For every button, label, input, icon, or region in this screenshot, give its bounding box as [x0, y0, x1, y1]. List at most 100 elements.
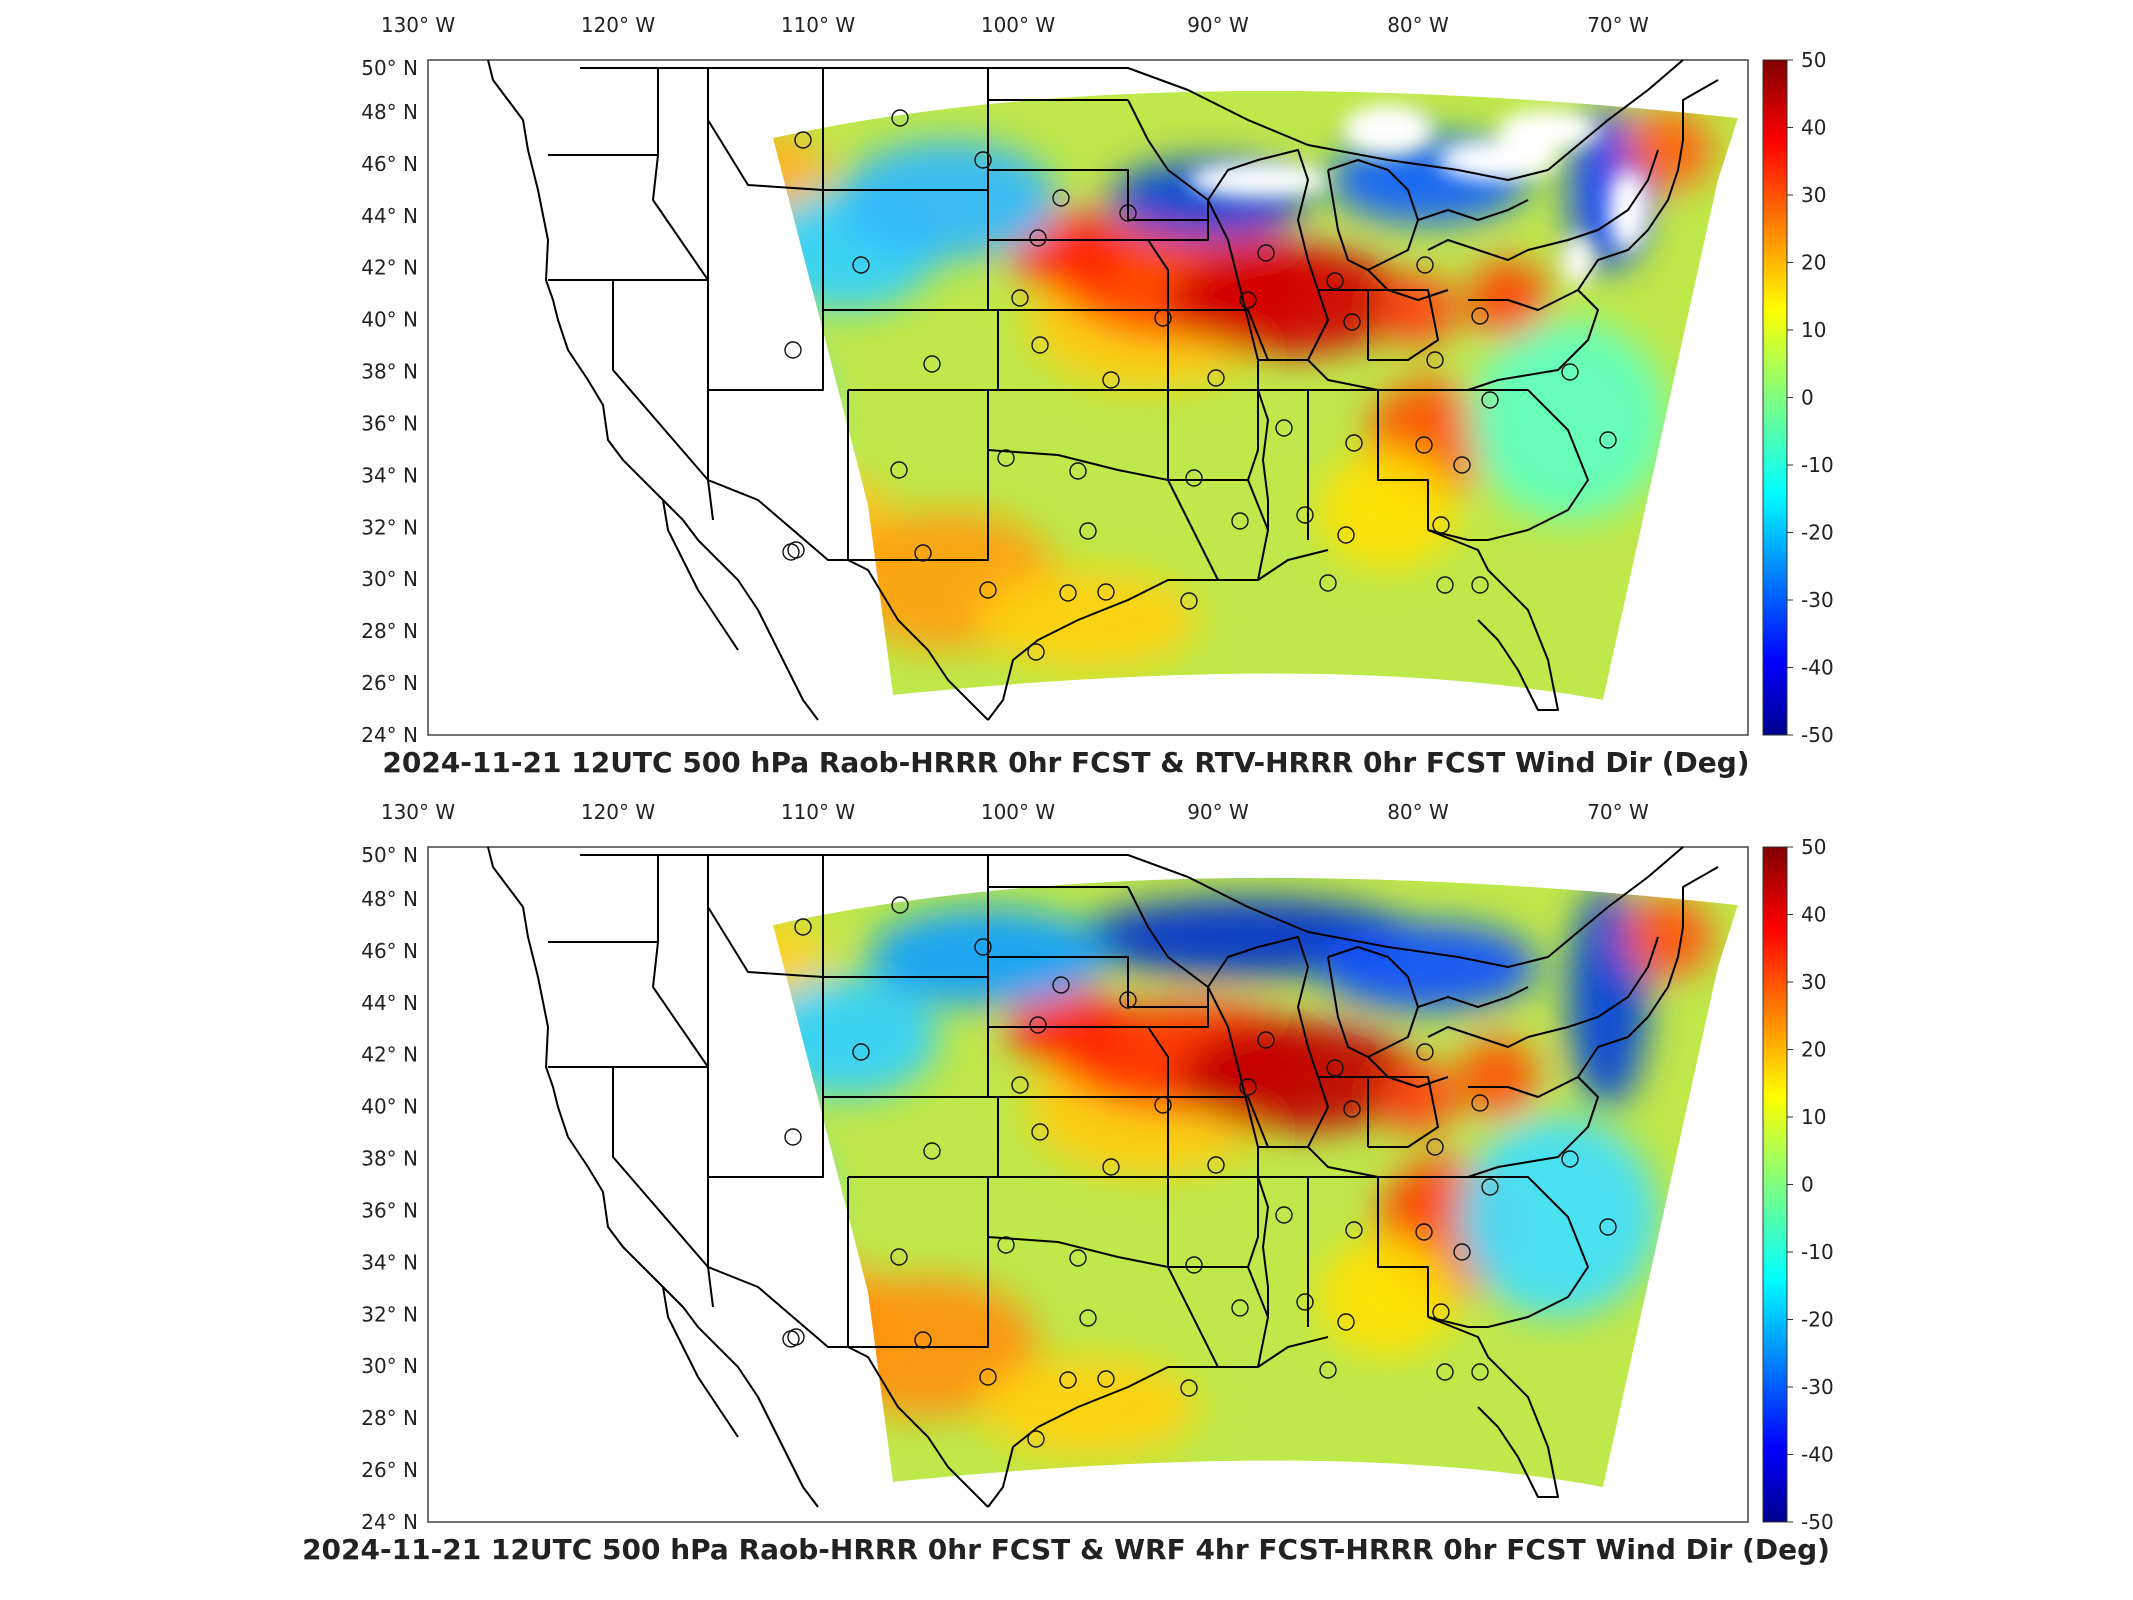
raob-station-circle	[784, 341, 802, 359]
raob-station-circle	[1471, 1363, 1489, 1381]
colorbar-tick-label: 20	[1801, 251, 1826, 275]
latitude-tick-label: 44° N	[361, 991, 418, 1015]
colorbar-tick-label: -20	[1801, 1308, 1834, 1332]
field-anomaly-blob	[978, 570, 1198, 670]
longitude-tick-label: 130° W	[381, 13, 456, 37]
longitude-tick-label: 130° W	[381, 800, 456, 824]
raob-station-circle	[1185, 1256, 1203, 1274]
latitude-tick-label: 36° N	[361, 1198, 418, 1222]
raob-station-circle	[1102, 1158, 1120, 1176]
raob-station-circle	[997, 1236, 1015, 1254]
raob-station-circle	[794, 918, 812, 936]
raob-station-circle	[1275, 419, 1293, 437]
raob-station-circle	[852, 1043, 870, 1061]
latitude-tick-label: 24° N	[361, 1510, 418, 1534]
colorbar-tick-label: -30	[1801, 1375, 1834, 1399]
latitude-tick-label: 32° N	[361, 515, 418, 539]
raob-station-circle	[1432, 516, 1450, 534]
raob-station-circle	[923, 1142, 941, 1160]
field-anomaly-blob	[978, 1357, 1198, 1457]
raob-station-circle	[784, 1128, 802, 1146]
raob-station-circle	[1337, 526, 1355, 544]
longitude-tick-label: 90° W	[1187, 800, 1249, 824]
raob-station-circle	[1052, 976, 1070, 994]
raob-station-circle	[1029, 1016, 1047, 1034]
latitude-tick-label: 44° N	[361, 204, 418, 228]
raob-station-circle	[1561, 1150, 1579, 1168]
field-anomaly-blob	[1468, 320, 1668, 520]
raob-station-circle	[1180, 592, 1198, 610]
longitude-tick-label: 120° W	[581, 800, 656, 824]
state-coast-boundaries	[487, 59, 1719, 721]
raob-station-circle	[1257, 244, 1275, 262]
raob-station-circle	[1345, 1221, 1363, 1239]
longitude-tick-label: 110° W	[781, 800, 856, 824]
raob-station-circle	[923, 355, 941, 373]
raob-station-circle	[1011, 1076, 1029, 1094]
raob-station-circle	[890, 461, 908, 479]
raob-station-circle	[1239, 1078, 1257, 1096]
raob-station-circle	[1097, 583, 1115, 601]
raob-station-circle	[1027, 1430, 1045, 1448]
raob-station-circle	[1079, 1309, 1097, 1327]
raob-station-circle	[974, 151, 992, 169]
field-anomaly-blob	[773, 917, 828, 997]
raob-station-circle	[1471, 307, 1489, 325]
latitude-tick-label: 32° N	[361, 1302, 418, 1326]
field-anomaly-blob	[1623, 897, 1713, 977]
colorbar-tick-label: 10	[1801, 318, 1826, 342]
raob-station-circle	[1436, 1363, 1454, 1381]
raob-station-circle	[1337, 1313, 1355, 1331]
raob-station-circle	[890, 1248, 908, 1266]
raob-station-markers	[782, 896, 1617, 1448]
missing-data-patch	[1188, 162, 1328, 198]
raob-station-circle	[891, 109, 909, 127]
latitude-tick-label: 30° N	[361, 1354, 418, 1378]
raob-station-circle	[1432, 1303, 1450, 1321]
raob-station-circle	[1231, 512, 1249, 530]
latitude-tick-label: 26° N	[361, 1458, 418, 1482]
colorbar-tick-label: -30	[1801, 588, 1834, 612]
field-anomaly-blob	[1458, 1117, 1658, 1317]
raob-station-circle	[782, 543, 800, 561]
colorbar-tick-label: -20	[1801, 521, 1834, 545]
raob-station-circle	[1481, 1178, 1499, 1196]
state-coast-boundaries	[487, 846, 1719, 1508]
latitude-tick-label: 26° N	[361, 671, 418, 695]
field-anomaly-blob	[1318, 1237, 1458, 1357]
raob-station-circle	[1426, 351, 1444, 369]
latitude-tick-label: 38° N	[361, 360, 418, 384]
raob-station-circle	[1416, 1043, 1434, 1061]
raob-station-circle	[1426, 1138, 1444, 1156]
longitude-tick-label: 100° W	[981, 13, 1056, 37]
latitude-tick-label: 24° N	[361, 723, 418, 747]
field-anomaly-blob	[1623, 110, 1713, 190]
raob-station-circle	[1119, 991, 1137, 1009]
colorbar-tick-label: 30	[1801, 970, 1826, 994]
raob-station-circle	[1239, 291, 1257, 309]
field-anomaly-blob	[838, 140, 1058, 260]
raob-station-circle	[1031, 336, 1049, 354]
raob-station-circle	[1319, 574, 1337, 592]
latitude-tick-label: 38° N	[361, 1147, 418, 1171]
colorbar-tick-label: 0	[1801, 1173, 1814, 1197]
colorbar-tick-label: -10	[1801, 453, 1834, 477]
latitude-tick-label: 50° N	[361, 56, 418, 80]
colorbar-tick-label: -10	[1801, 1240, 1834, 1264]
longitude-tick-label: 80° W	[1387, 800, 1449, 824]
latitude-tick-label: 28° N	[361, 1406, 418, 1430]
raob-station-circle	[1416, 256, 1434, 274]
colorbar-tick-label: -50	[1801, 723, 1834, 747]
raob-station-circle	[974, 938, 992, 956]
raob-station-circle	[1079, 522, 1097, 540]
raob-station-circle	[1326, 1059, 1344, 1077]
longitude-tick-label: 110° W	[781, 13, 856, 37]
raob-station-circle	[1027, 643, 1045, 661]
raob-station-circle	[914, 544, 932, 562]
latitude-tick-label: 46° N	[361, 939, 418, 963]
raob-station-circle	[1207, 1156, 1225, 1174]
longitude-tick-label: 120° W	[581, 13, 656, 37]
raob-station-circle	[1052, 189, 1070, 207]
raob-station-circle	[1102, 371, 1120, 389]
